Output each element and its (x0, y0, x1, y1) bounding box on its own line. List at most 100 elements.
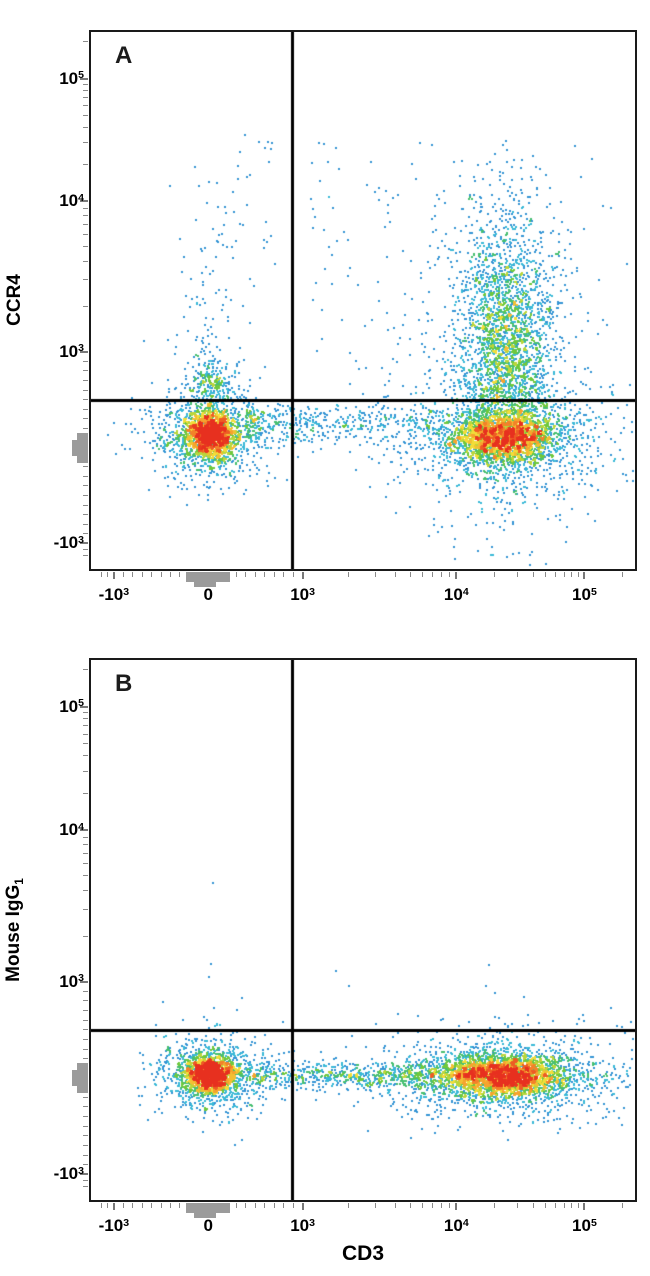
y-axis-minor-tick (83, 875, 88, 877)
y-axis-minor-tick (83, 1029, 88, 1031)
y-axis-tick-label: 105 (59, 68, 84, 88)
y-axis-minor-tick (83, 305, 88, 307)
y-axis-minor-tick (83, 399, 88, 401)
x-axis-minor-tick (292, 572, 294, 577)
y-axis-tick-label: 103 (59, 341, 84, 361)
x-axis-minor-tick (106, 1203, 108, 1208)
x-axis-minor-tick (532, 572, 534, 577)
x-axis-minor-tick (273, 572, 275, 577)
y-axis-minor-tick (83, 935, 88, 937)
x-axis-minor-tick (494, 1203, 496, 1208)
x-axis-minor-tick (179, 572, 181, 577)
density-canvas-a (91, 32, 635, 569)
y-axis-minor-tick (83, 725, 88, 727)
x-axis-minor-tick (264, 572, 266, 577)
x-axis-minor-tick (516, 572, 518, 577)
x-axis-minor-tick (394, 572, 396, 577)
x-axis-minor-tick (545, 572, 547, 577)
x-axis-minor-tick (106, 572, 108, 577)
y-axis-minor-tick (83, 770, 88, 772)
x-axis-minor-tick (622, 572, 624, 577)
x-axis-minor-tick (254, 572, 256, 577)
x-axis-tick-label: 103 (290, 1216, 315, 1235)
x-axis-tick-label: 105 (572, 1216, 597, 1235)
x-axis-minor-tick (516, 1203, 518, 1208)
y-axis-major-tick (80, 200, 88, 203)
y-axis-zero-band (77, 1062, 88, 1093)
y-axis-minor-tick (83, 475, 88, 477)
x-axis-minor-tick (431, 572, 433, 577)
y-axis-tick-label: -103 (53, 533, 84, 553)
y-axis-minor-tick (83, 234, 88, 236)
x-axis-minor-tick (132, 572, 134, 577)
y-axis-minor-tick (83, 1164, 88, 1166)
x-axis-minor-tick (283, 1203, 285, 1208)
x-axis-minor-tick (348, 1203, 350, 1208)
x-axis-minor-tick (555, 572, 557, 577)
y-axis-label-igg-text: Mouse IgG (3, 884, 24, 982)
x-axis-minor-tick (245, 572, 247, 577)
x-axis-tick-label: 104 (443, 585, 469, 604)
y-axis-minor-tick (83, 1106, 88, 1108)
y-axis-minor-tick (83, 427, 88, 429)
y-axis-minor-tick (83, 260, 88, 262)
x-axis-minor-tick (169, 572, 171, 577)
y-axis-minor-tick (83, 1048, 88, 1050)
y-axis-minor-tick (83, 1154, 88, 1156)
y-axis-minor-tick (83, 523, 88, 525)
y-axis-major-tick (80, 542, 88, 545)
x-axis-minor-tick (179, 1203, 181, 1208)
x-axis-minor-tick (555, 1203, 557, 1208)
y-axis-minor-tick (83, 1000, 88, 1002)
y-axis-minor-tick (83, 844, 88, 846)
y-axis-minor-tick (83, 485, 88, 487)
x-axis-minor-tick (264, 1203, 266, 1208)
x-axis-major-tick (583, 572, 586, 579)
x-axis-minor-tick (141, 572, 143, 577)
y-axis-minor-tick (83, 533, 88, 535)
y-axis-minor-tick (83, 418, 88, 420)
y-axis-minor-tick (83, 514, 88, 516)
x-axis-minor-tick (545, 1203, 547, 1208)
y-axis-major-tick (80, 1173, 88, 1176)
y-axis-minor-tick (83, 224, 88, 226)
y-axis-minor-tick (83, 207, 88, 209)
y-axis-minor-tick (83, 41, 88, 43)
y-axis-minor-tick (83, 1009, 88, 1011)
x-axis-minor-tick (141, 1203, 143, 1208)
y-axis-minor-tick (83, 718, 88, 720)
x-axis-minor-tick (151, 572, 153, 577)
x-axis-minor-tick (431, 1203, 433, 1208)
x-axis-minor-tick (169, 1203, 171, 1208)
x-axis-minor-tick (532, 1203, 534, 1208)
x-axis-minor-tick (394, 1203, 396, 1208)
x-axis-minor-tick (292, 1203, 294, 1208)
x-axis-tick-label: -103 (98, 585, 130, 604)
x-axis-minor-tick (409, 572, 411, 577)
x-axis-minor-tick (494, 572, 496, 577)
x-axis-major-tick (112, 572, 115, 579)
x-axis-tick-label: -103 (98, 1216, 130, 1235)
y-axis-minor-tick (83, 743, 88, 745)
y-axis-minor-tick (83, 495, 88, 497)
y-axis-minor-tick (83, 380, 88, 382)
x-axis-minor-tick (578, 572, 580, 577)
x-axis-minor-tick (622, 1203, 624, 1208)
y-axis-major-tick (80, 350, 88, 353)
y-axis-major-tick (80, 980, 88, 983)
y-axis-minor-tick (83, 836, 88, 838)
x-axis-minor-tick (160, 572, 162, 577)
x-axis-minor-tick (421, 572, 423, 577)
panel-a-label: A (115, 42, 133, 69)
y-axis-tick-label: 105 (59, 696, 84, 716)
y-axis-minor-tick (83, 246, 88, 248)
y-axis-minor-tick (83, 1180, 88, 1182)
x-axis-tick-label: 105 (572, 585, 597, 604)
y-axis-minor-tick (83, 1144, 88, 1146)
x-axis-minor-tick (160, 1203, 162, 1208)
y-axis-minor-tick (83, 1058, 88, 1060)
x-axis-minor-tick (571, 1203, 573, 1208)
y-axis-major-tick (80, 77, 88, 80)
x-axis-major-tick (301, 1203, 304, 1210)
x-axis-minor-tick (564, 1203, 566, 1208)
